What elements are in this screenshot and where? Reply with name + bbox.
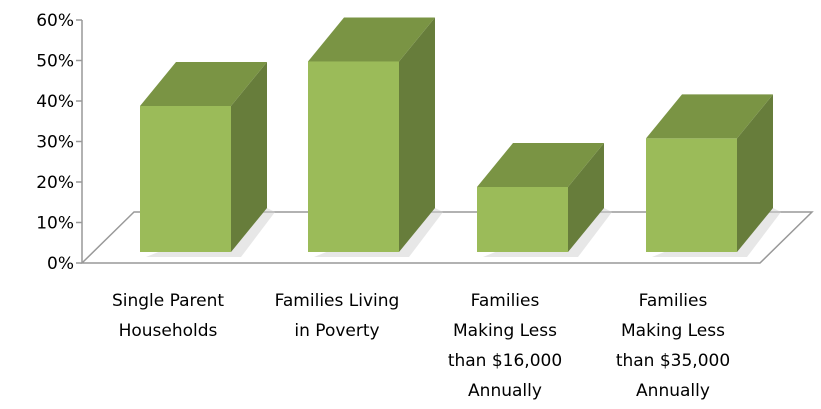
x-category-label: Families Making Less than $16,000 Annually <box>448 291 562 401</box>
bar-front-face <box>477 187 568 252</box>
x-category-label-line: Annually <box>636 381 710 401</box>
value-axis: 0% 10% 20% 30% 40% 50% 60% <box>36 11 83 274</box>
bar-front-face <box>140 106 231 252</box>
x-category-label: Families Making Less than $35,000 Annually <box>616 291 730 401</box>
bar-top-face <box>477 143 604 187</box>
bar-front-face <box>646 138 737 252</box>
x-category-label-line: Single Parent <box>112 291 224 311</box>
x-category-label-line: than $35,000 <box>616 351 730 371</box>
x-category-label-line: Annually <box>468 381 542 401</box>
x-category-label-line: Making Less <box>621 321 725 341</box>
y-tick-label: 40% <box>36 92 74 112</box>
y-tick-label: 30% <box>36 133 74 153</box>
y-tick-label: 50% <box>36 52 74 72</box>
category-labels: Single Parent Households Families Living in… <box>112 291 730 401</box>
bars <box>140 17 781 257</box>
x-category-label-line: than $16,000 <box>448 351 562 371</box>
x-category-label: Families Living in Poverty <box>275 291 400 341</box>
y-tick-label: 20% <box>36 173 74 193</box>
bar <box>646 94 781 257</box>
bar <box>477 143 612 257</box>
x-category-label-line: Making Less <box>453 321 557 341</box>
bar-side-face <box>568 143 604 252</box>
y-tick-label: 60% <box>36 11 74 31</box>
y-tick-label: 0% <box>47 254 74 274</box>
bar-top-face <box>646 94 773 139</box>
y-tick-label: 10% <box>36 214 74 234</box>
x-category-label-line: Families <box>639 291 708 311</box>
bar-side-face <box>399 17 435 253</box>
x-category-label: Single Parent Households <box>112 291 224 341</box>
x-category-label-line: Households <box>119 321 218 341</box>
x-category-label-line: in Poverty <box>294 321 379 341</box>
x-category-label-line: Families <box>471 291 540 311</box>
bar-top-face <box>308 17 435 62</box>
bar-side-face <box>231 62 267 252</box>
bar-top-face <box>140 62 267 106</box>
bar-side-face <box>737 94 773 253</box>
bar <box>140 62 275 257</box>
bar <box>308 17 443 257</box>
x-category-label-line: Families Living <box>275 291 400 311</box>
bar-front-face <box>308 61 399 253</box>
